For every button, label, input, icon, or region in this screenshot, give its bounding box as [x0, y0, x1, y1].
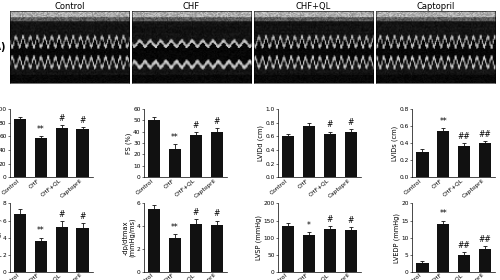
- Bar: [56, 227, 68, 272]
- Text: #: #: [192, 208, 199, 217]
- Text: **: **: [440, 209, 447, 218]
- Bar: [34, 138, 47, 177]
- Bar: [168, 149, 181, 177]
- Bar: [282, 226, 294, 272]
- Title: CHF+QL: CHF+QL: [296, 2, 331, 11]
- Text: #: #: [192, 121, 199, 130]
- Bar: [416, 153, 428, 177]
- Bar: [344, 132, 357, 177]
- Bar: [168, 237, 181, 272]
- Text: ##: ##: [458, 241, 470, 250]
- Text: #: #: [348, 216, 354, 225]
- Bar: [148, 120, 160, 177]
- Text: **: **: [171, 133, 179, 142]
- Bar: [437, 131, 450, 177]
- Bar: [76, 129, 89, 177]
- Bar: [210, 225, 223, 272]
- Title: CHF: CHF: [183, 2, 200, 11]
- Bar: [14, 214, 26, 272]
- Text: **: **: [37, 125, 45, 134]
- Text: #: #: [58, 114, 65, 123]
- Text: **: **: [440, 117, 447, 126]
- Y-axis label: -dp/dtmax
(mmHg/ms): -dp/dtmax (mmHg/ms): [122, 218, 136, 257]
- Bar: [190, 224, 202, 272]
- Bar: [56, 128, 68, 177]
- Title: Control: Control: [54, 2, 85, 11]
- Bar: [458, 146, 470, 177]
- Bar: [210, 132, 223, 177]
- Bar: [14, 119, 26, 177]
- Title: Captopril: Captopril: [416, 2, 455, 11]
- Bar: [282, 136, 294, 177]
- Y-axis label: LVIDs (cm): LVIDs (cm): [392, 125, 398, 161]
- Text: #: #: [214, 209, 220, 218]
- Bar: [34, 241, 47, 272]
- Bar: [190, 135, 202, 177]
- Bar: [303, 126, 316, 177]
- Y-axis label: LVEDP (mmHg): LVEDP (mmHg): [394, 213, 400, 263]
- Y-axis label: LVSP (mmHg): LVSP (mmHg): [256, 215, 262, 260]
- Text: #: #: [327, 120, 333, 129]
- Bar: [324, 229, 336, 272]
- Text: ##: ##: [478, 130, 492, 139]
- Text: #: #: [80, 116, 86, 125]
- Text: **: **: [37, 227, 45, 235]
- Bar: [416, 263, 428, 272]
- Y-axis label: (A): (A): [0, 42, 6, 52]
- Text: #: #: [327, 215, 333, 224]
- Bar: [478, 143, 491, 177]
- Text: #: #: [348, 118, 354, 127]
- Bar: [303, 235, 316, 272]
- Bar: [148, 209, 160, 272]
- Bar: [76, 228, 89, 272]
- Text: ##: ##: [458, 132, 470, 141]
- Text: #: #: [80, 212, 86, 221]
- Bar: [324, 134, 336, 177]
- Bar: [344, 230, 357, 272]
- Text: #: #: [214, 117, 220, 126]
- Text: #: #: [58, 210, 65, 219]
- Bar: [478, 249, 491, 272]
- Y-axis label: +dp/dtmax
(mmHg/ms): +dp/dtmax (mmHg/ms): [0, 218, 2, 257]
- Text: ##: ##: [478, 235, 492, 244]
- Text: *: *: [307, 221, 311, 230]
- Y-axis label: LVIDd (cm): LVIDd (cm): [258, 125, 264, 161]
- Bar: [458, 255, 470, 272]
- Y-axis label: FS (%): FS (%): [125, 132, 132, 154]
- Bar: [437, 224, 450, 272]
- Text: **: **: [171, 223, 179, 232]
